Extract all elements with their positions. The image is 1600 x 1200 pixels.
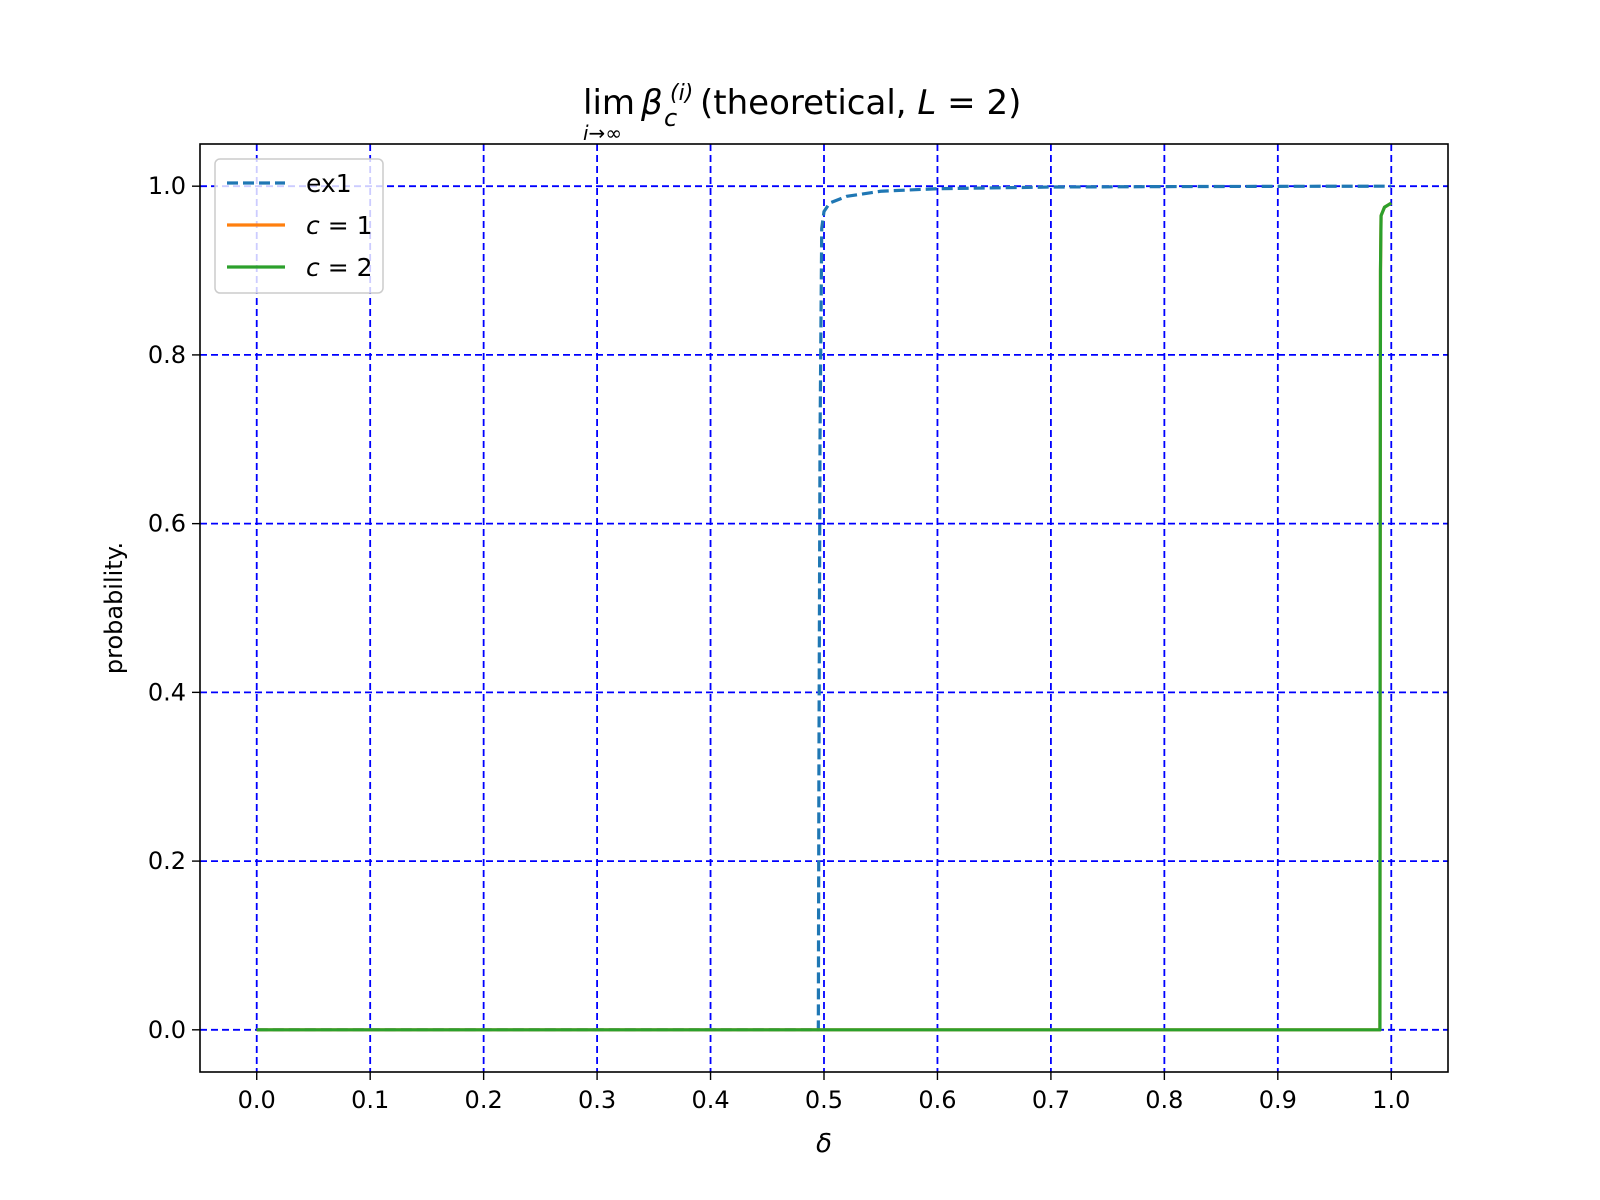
x-tick-label: 0.3 [578,1086,616,1114]
title-lim-subscript: i→∞ [583,121,622,145]
x-tick-label: 0.1 [351,1086,389,1114]
chart-title: lim i→∞ β (i) c (theoretical, L = 2) [583,81,1021,145]
series-layer [256,184,1393,1032]
title-beta-superscript: (i) [670,81,693,106]
grid [200,144,1448,1072]
x-axis-label: δ [816,1129,832,1159]
x-tick-label: 0.5 [805,1086,843,1114]
x-tick-label: 0.2 [465,1086,503,1114]
y-tick-label: 0.0 [148,1016,186,1044]
y-tick-label: 0.6 [148,510,186,538]
title-L: L [917,83,936,123]
y-tick-label: 0.8 [148,341,186,369]
x-tick-label: 0.9 [1259,1086,1297,1114]
title-beta: β [640,83,663,123]
title-lim: lim [583,83,635,123]
legend: ex1 c = 1 c = 2 [214,158,384,294]
y-axis-label: probability. [100,542,128,674]
title-eq: = 2) [936,83,1021,123]
y-tick-label: 0.4 [148,678,186,706]
y-axis-ticks: 0.0 0.2 0.4 0.6 0.8 1.0 [148,172,200,1044]
y-tick-label: 0.2 [148,847,186,875]
x-tick-label: 0.7 [1032,1086,1070,1114]
series-line-1 [256,184,1392,1032]
x-axis-ticks: 0.0 0.1 0.2 0.3 0.4 0.5 0.6 0.7 0.8 0.9 1.0 [238,1072,1410,1114]
legend-label-2: c = 1 [306,211,373,240]
legend-label-1: ex1 [306,169,352,198]
x-tick-label: 0.8 [1145,1086,1183,1114]
x-tick-label: 0.0 [238,1086,276,1114]
x-tick-label: 0.6 [918,1086,956,1114]
series-line-3 [256,201,1393,1032]
title-rest-open: (theoretical, [700,83,917,123]
x-tick-label: 0.4 [691,1086,729,1114]
legend-box [214,158,384,294]
x-tick-label: 1.0 [1372,1086,1410,1114]
title-beta-subscript: c [664,104,677,132]
title-text: (theoretical, L = 2) [700,83,1021,123]
y-tick-label: 1.0 [148,172,186,200]
legend-label-3: c = 2 [306,253,373,282]
